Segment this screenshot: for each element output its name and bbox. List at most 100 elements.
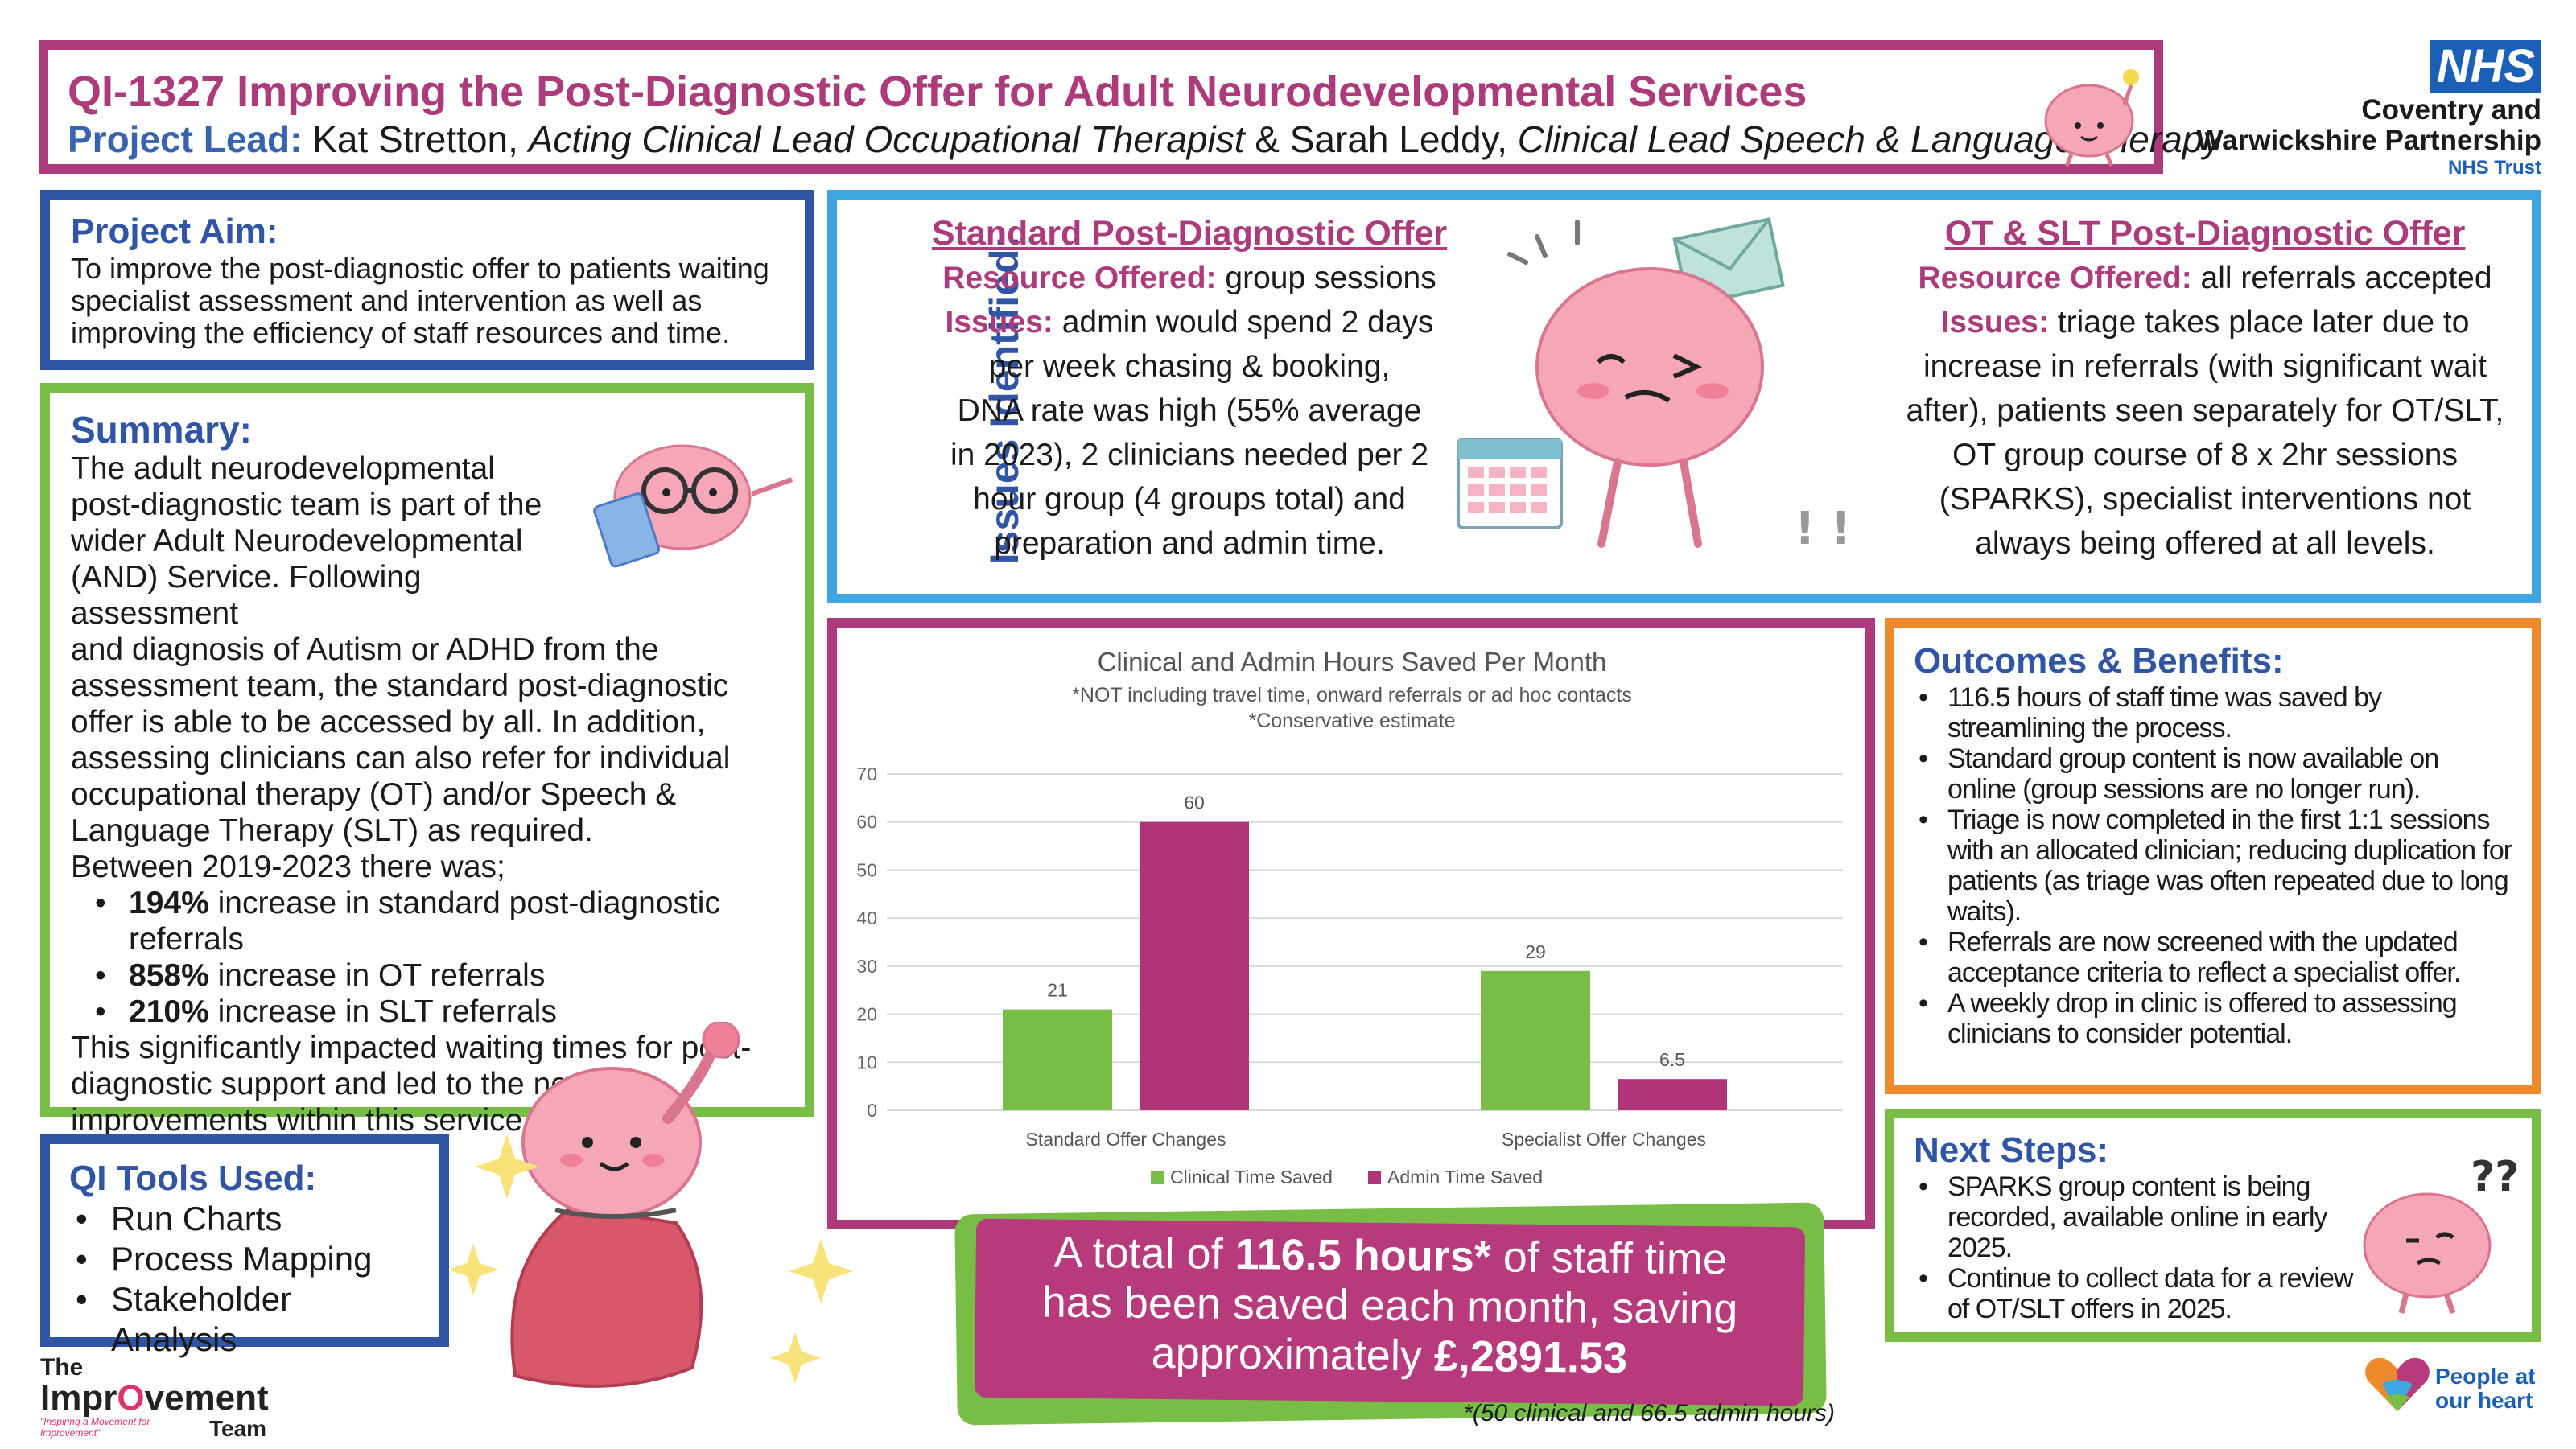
title-banner: QI-1327 Improving the Post-Diagnostic Of… [39,40,2221,174]
chart-bar [1618,1079,1727,1110]
next-steps-panel: Next Steps: SPARKS group content is bein… [1885,1109,2541,1342]
resource-text: all referrals accepted [2200,261,2492,295]
issue-line: OT group course of 8 x 2hr sessions [1952,438,2458,472]
project-aim-text: To improve the post-diagnostic offer to … [71,252,769,349]
logo-part-b: O [117,1378,145,1418]
issue-line: preparation and admin time. [994,526,1385,561]
resource-text: group sessions [1225,261,1436,295]
stat-text: increase in SLT referrals [217,994,557,1029]
issues-label: Issues: [945,305,1053,340]
issue-line: after), patients seen separately for OT/… [1906,393,2504,428]
x-tick-label: Specialist Offer Changes [1502,1129,1706,1150]
list-item: Process Mapping [76,1239,420,1279]
standard-resource-line: Resource Offered: group sessions [892,256,1487,300]
svg-text:! !: ! ! [1795,503,1852,555]
total-money: £,2891.53 [1433,1332,1628,1383]
chart-bar [1481,970,1590,1110]
list-item: Run Charts [76,1199,420,1239]
issue-line: hour group (4 groups total) and [973,482,1406,517]
summary-between: Between 2019-2023 there was; [71,850,505,884]
issue-line: triage takes place later due to [2057,305,2470,340]
y-tick-label: 40 [856,908,877,928]
legend-entry: Clinical Time Saved [1170,1167,1333,1188]
project-aim-heading: Project Aim: [71,212,278,251]
people-logo-text: People at our heart [2435,1365,2535,1413]
people-at-our-heart-logo: People at our heart [2361,1352,2541,1416]
logo-part-c: vement [144,1378,269,1418]
qi-tools-list: Run Charts Process Mapping Stakeholder A… [76,1199,420,1360]
list-item: Triage is now completed in the first 1:1… [1914,805,2512,927]
qi-tools-panel: QI Tools Used: Run Charts Process Mappin… [40,1134,449,1358]
summary-intro-line: post-diagnostic team is part of the [71,488,542,522]
lead-name-1: Kat Stretton, [312,118,518,160]
ot-slt-resource-line: Resource Offered: all referrals accepted [1883,256,2527,300]
issue-line: (SPARKS), specialist interventions not [1939,482,2471,517]
total-line-1: A total of 116.5 hours* of staff time [975,1227,1805,1286]
hours-saved-bar-chart: Clinical and Admin Hours Saved Per Month… [856,647,1843,1188]
logo-part-a: Impr [40,1378,117,1418]
ot-slt-issues-line: Issues: triage takes place later due to [1883,300,2527,344]
y-tick-label: 70 [856,764,877,784]
issue-line: admin would spend 2 days [1061,305,1434,340]
list-item: 858% increase in OT referrals [95,957,784,994]
bar-data-label: 29 [1525,941,1546,962]
bar-data-label: 6.5 [1659,1049,1685,1070]
y-tick-label: 30 [856,956,877,977]
y-tick-label: 60 [856,812,877,833]
total-saved-banner: A total of 116.5 hours* of staff time ha… [974,1218,1806,1406]
list-item: Standard group content is now available … [1914,743,2512,805]
project-lead-label: Project Lead: [68,118,303,160]
brain-reading-mascot-icon [593,444,793,568]
chart-bar [1003,1009,1112,1110]
standard-offer-heading: Standard Post-Diagnostic Offer [931,214,1448,253]
trust-name-line-1: Coventry and [2361,94,2541,126]
bar-data-label: 21 [1047,980,1068,1001]
y-tick-label: 20 [856,1004,877,1025]
people-logo-line-1: People at [2435,1364,2536,1389]
logo-improvement: ImprOvement [40,1381,314,1416]
bar-data-label: 60 [1184,792,1205,813]
issues-label: Issues: [1940,305,2049,340]
outcomes-panel: Outcomes & Benefits: 116.5 hours of staf… [1885,618,2541,1094]
lead-role-1: Acting Clinical Lead Occupational Therap… [528,118,1245,160]
total-line-3: approximately £,2891.53 [975,1327,1804,1385]
nhs-logo: NHS [2430,40,2541,93]
list-item: Continue to collect data for a review of… [1914,1263,2364,1324]
standard-issues-line: Issues: admin would spend 2 days [892,300,1487,344]
resource-label: Resource Offered: [1918,261,2192,295]
summary-heading: Summary: [71,409,252,451]
issues-panel [827,190,2541,603]
summary-panel: Summary: The adult neurodevelopmental po… [40,383,814,1138]
summary-closing: This significantly impacted waiting time… [71,1031,752,1138]
total-text-c: of staff time [1502,1233,1728,1284]
legend-entry: Admin Time Saved [1387,1167,1543,1188]
logo-team: Team [209,1416,267,1441]
total-text-approx: approximately [1151,1328,1423,1381]
list-item: A weekly drop in clinic is offered to as… [1914,988,2512,1049]
improvement-team-logo: The ImprOvement "Inspiring a Movement fo… [40,1354,314,1442]
list-item: Stakeholder Analysis [76,1279,420,1360]
ot-slt-offer-column: OT & SLT Post-Diagnostic Offer Resource … [1883,211,2527,566]
summary-intro-line: (AND) Service. Following assessment [71,560,422,631]
total-line-2: has been saved each month, saving [1041,1278,1738,1334]
legend-swatch [1151,1171,1164,1184]
issue-line: per week chasing & booking, [988,349,1391,384]
lead-name-2: Sarah Leddy, [1289,118,1507,160]
svg-text:??: ?? [2471,1153,2519,1201]
outcomes-heading: Outcomes & Benefits: [1914,641,2284,681]
next-steps-list: SPARKS group content is being recorded, … [1914,1171,2364,1324]
stressed-brain-mascot-icon: ! ! [1457,217,1852,555]
thinking-brain-mascot-icon: ?? [2363,1153,2519,1315]
chart-title: Clinical and Admin Hours Saved Per Month [1098,647,1607,677]
chart-bar [1140,821,1249,1110]
poster-title: QI-1327 Improving the Post-Diagnostic Of… [68,68,1807,116]
y-tick-label: 10 [856,1052,877,1072]
hours-saved-chart-panel: Clinical and Admin Hours Saved Per Month… [827,618,1875,1229]
logo-tagline: "Inspiring a Movement for Improvement" [40,1416,150,1439]
stat-value: 194% [129,886,209,920]
list-item: 194% increase in standard post-diagnosti… [95,885,784,957]
trust-name-line-3: NHS Trust [2447,157,2541,179]
logo-the: The [40,1354,84,1381]
resource-label: Resource Offered: [942,261,1217,295]
stat-text: increase in OT referrals [217,958,546,993]
